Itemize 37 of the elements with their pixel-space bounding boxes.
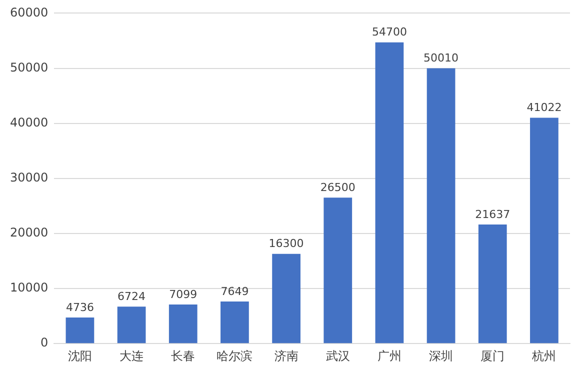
bar bbox=[375, 42, 404, 344]
data-label: 54700 bbox=[372, 26, 407, 39]
x-tick-label: 沈阳 bbox=[68, 348, 92, 363]
bar bbox=[272, 254, 300, 344]
bar bbox=[66, 318, 94, 344]
y-tick-label: 40000 bbox=[10, 115, 48, 130]
y-tick-label: 10000 bbox=[10, 280, 48, 295]
bar bbox=[220, 301, 249, 344]
data-label: 50010 bbox=[424, 52, 459, 65]
x-tick-label: 大连 bbox=[120, 348, 144, 363]
x-tick-label: 厦门 bbox=[480, 348, 505, 363]
data-label: 6724 bbox=[118, 290, 146, 303]
bar bbox=[478, 224, 507, 344]
data-label: 26500 bbox=[320, 181, 356, 194]
data-label: 21637 bbox=[475, 208, 510, 221]
bar bbox=[530, 118, 558, 344]
data-label: 41022 bbox=[526, 101, 562, 114]
bar bbox=[168, 304, 198, 344]
x-tick-label: 长春 bbox=[171, 348, 196, 363]
bar bbox=[117, 306, 146, 344]
data-label: 7649 bbox=[220, 284, 249, 298]
x-tick-label: 济南 bbox=[274, 348, 298, 363]
x-tick-label: 杭州 bbox=[531, 348, 556, 363]
data-label: 16300 bbox=[268, 237, 304, 250]
data-label: 7099 bbox=[169, 288, 198, 301]
y-tick-label: 50000 bbox=[10, 60, 48, 74]
data-label: 4736 bbox=[66, 300, 94, 314]
y-tick-label: 20000 bbox=[10, 226, 48, 240]
y-tick-label: 60000 bbox=[10, 5, 48, 20]
x-tick-label: 武汉 bbox=[326, 348, 350, 363]
x-tick-label: 广州 bbox=[377, 348, 402, 363]
bar bbox=[426, 68, 456, 344]
x-tick-label: 哈尔滨 bbox=[216, 348, 253, 363]
bar bbox=[324, 198, 352, 344]
y-tick-label: 0 bbox=[40, 336, 48, 350]
x-tick-label: 深圳 bbox=[429, 348, 454, 363]
y-tick-label: 30000 bbox=[10, 170, 48, 185]
